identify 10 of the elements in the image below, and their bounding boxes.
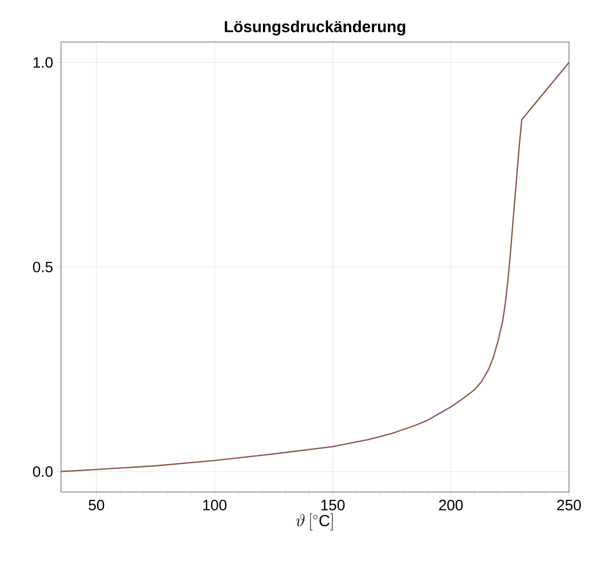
x-tick-label: 250	[557, 500, 581, 510]
x-tick-label: 100	[203, 500, 226, 510]
x-axis-title: $\vartheta\,[^\circ\mathrm{C}]$	[296, 513, 333, 530]
y-tick-label: 0.5	[33, 262, 53, 272]
x-tick-label: 150	[321, 500, 345, 510]
y-tick-label: 1.0	[34, 57, 53, 68]
chart-title: Lösungsdruckänderung	[224, 20, 406, 36]
x-tick-label: 50	[88, 500, 104, 510]
x-tick-label: 200	[439, 500, 463, 510]
y-tick-label: 0.0	[33, 466, 53, 477]
